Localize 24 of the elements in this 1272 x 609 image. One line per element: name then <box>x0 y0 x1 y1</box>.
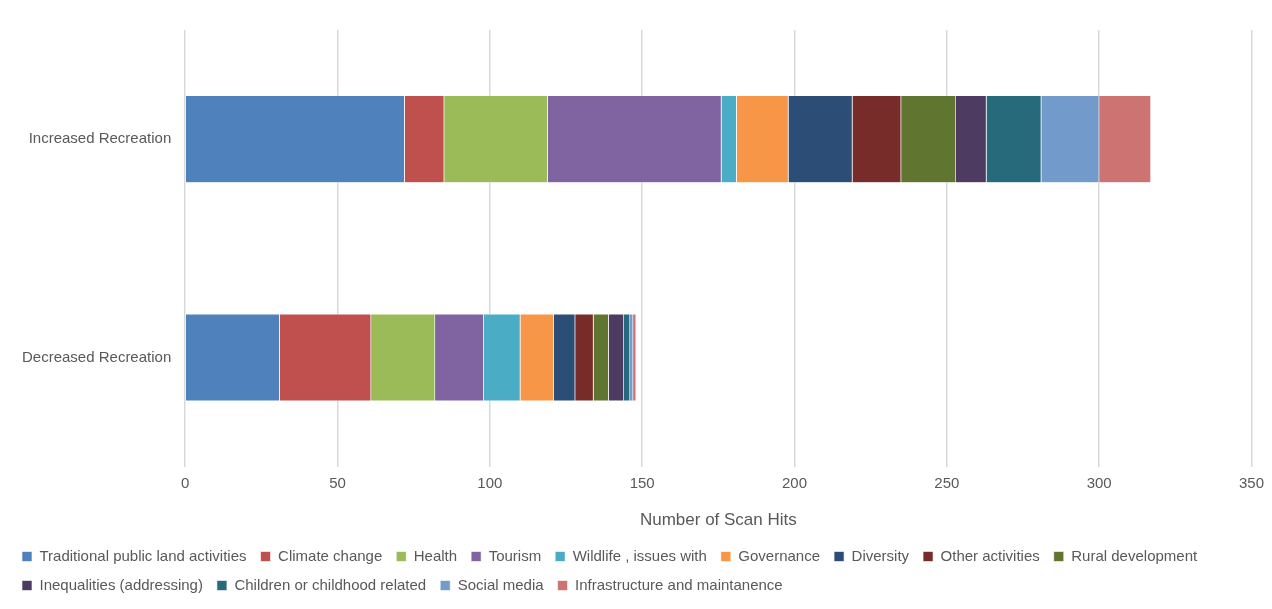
legend-label: Children or childhood related <box>234 575 427 593</box>
legend-label: Diversity <box>851 546 910 564</box>
legend-label: Health <box>413 546 458 564</box>
legend-label: Inequalities (addressing) <box>39 575 203 593</box>
x-tick-label: 50 <box>329 473 346 491</box>
y-tick-label: Decreased Recreation <box>22 347 172 365</box>
legend-label: Climate change <box>278 546 383 564</box>
legend-label: Tourism <box>488 546 542 564</box>
legend-label: Traditional public land activities <box>39 546 247 564</box>
legend-label: Governance <box>738 546 821 564</box>
x-tick-label: 300 <box>1086 473 1112 491</box>
x-tick-label: 0 <box>181 473 190 491</box>
legend-label: Other activities <box>940 546 1040 564</box>
x-tick-label: 200 <box>782 473 808 491</box>
legend-label: Social media <box>457 575 545 593</box>
legend-label: Rural development <box>1071 546 1198 564</box>
legend-label: Infrastructure and maintanence <box>575 575 783 593</box>
y-tick-label: Increased Recreation <box>28 129 172 147</box>
legend-label: Wildlife , issues with <box>572 546 707 564</box>
x-tick-label: 100 <box>477 473 503 491</box>
x-tick-label: 150 <box>629 473 655 491</box>
x-tick-label: 250 <box>934 473 960 491</box>
x-tick-label: 350 <box>1238 473 1264 491</box>
x-axis-title: Number of Scan Hits <box>639 510 797 530</box>
